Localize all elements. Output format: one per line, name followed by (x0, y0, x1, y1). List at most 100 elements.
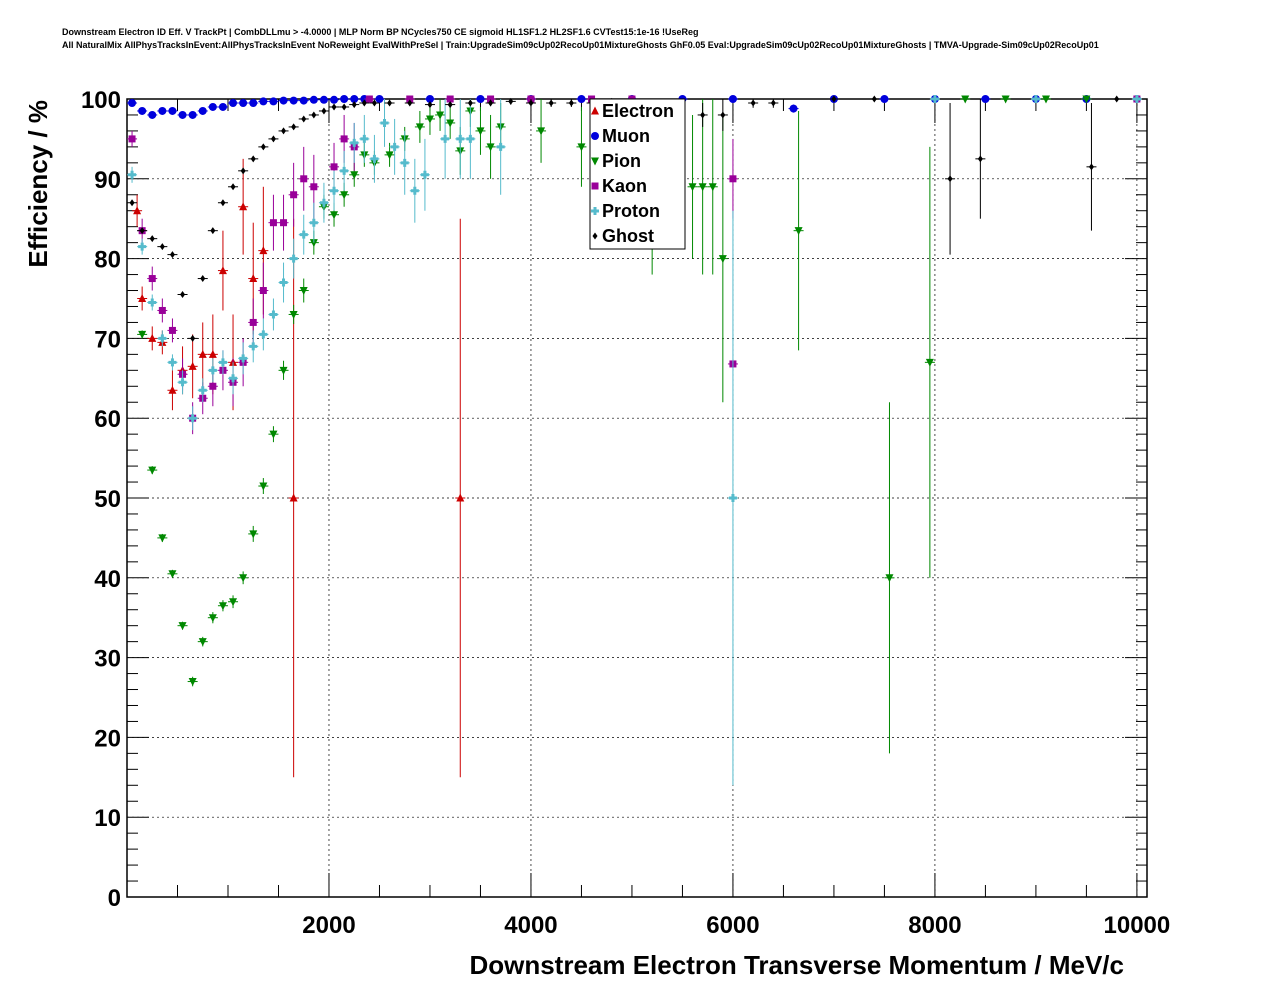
ghost-point (768, 99, 779, 108)
ghost-marker (180, 291, 186, 299)
ghost-marker (387, 99, 393, 107)
proton-point (308, 202, 319, 243)
kaon-marker (487, 95, 495, 103)
ghost-point (359, 99, 370, 107)
muon-marker (138, 106, 147, 115)
proton-point (1131, 95, 1142, 103)
ghost-point (404, 99, 415, 107)
proton-point (268, 298, 279, 331)
y-tick-label: 0 (108, 885, 121, 912)
x-tick-label: 2000 (302, 912, 355, 939)
ghost-point (238, 167, 249, 175)
ghost-marker (291, 123, 297, 131)
muon-point (308, 95, 319, 104)
kaon-marker (365, 95, 373, 103)
muon-point (278, 96, 289, 105)
electron-marker (259, 246, 268, 255)
electron-point (167, 370, 178, 411)
proton-marker (728, 494, 737, 502)
proton-marker (289, 254, 298, 263)
proton-marker (249, 342, 258, 351)
kaon-point (445, 95, 456, 103)
legend: Electron Muon Pion Kaon Proton Ghost (589, 98, 686, 250)
muon-marker (208, 102, 217, 111)
muon-marker (188, 110, 197, 119)
pion-point (298, 278, 309, 303)
x-tick-label: 10000 (1104, 912, 1171, 939)
proton-marker (1132, 95, 1141, 103)
proton-marker (456, 134, 465, 143)
x-tick-label: 6000 (706, 912, 759, 939)
pion-point (475, 106, 486, 155)
ghost-point (197, 275, 208, 283)
pion-marker (249, 530, 258, 539)
ghost-marker (190, 334, 196, 342)
proton-point (409, 158, 420, 223)
ghost-point (187, 334, 198, 342)
pion-point (238, 571, 249, 585)
grid (127, 99, 1147, 897)
axis-ticks: 0 10 20 30 40 50 60 70 80 90 100 2000 4000 6000 8000 10… (81, 87, 1170, 939)
proton-marker (380, 118, 389, 127)
proton-point (217, 350, 228, 375)
electron-point (455, 218, 466, 778)
electron-marker (138, 294, 147, 302)
muon-point (318, 95, 329, 104)
pion-marker (289, 310, 298, 319)
kaon-point (288, 162, 299, 227)
pion-marker (708, 183, 717, 192)
series-proton (127, 95, 1142, 786)
ghost-point (369, 99, 380, 107)
ghost-point (546, 99, 557, 107)
pion-marker (229, 598, 238, 607)
pion-point (717, 114, 728, 403)
pion-marker (436, 111, 445, 120)
muon-point (167, 106, 178, 115)
pion-marker (446, 119, 455, 128)
kaon-marker (280, 219, 288, 227)
kaon-marker (310, 183, 318, 191)
muon-point (980, 95, 991, 103)
kaon-point (727, 138, 738, 219)
kaon-point (298, 146, 309, 211)
ghost-point (566, 99, 577, 107)
ghost-marker (488, 99, 494, 107)
proton-marker (441, 134, 450, 143)
muon-point (475, 95, 486, 103)
muon-marker (299, 96, 308, 105)
pion-marker (330, 211, 339, 220)
pion-marker (537, 127, 546, 136)
muon-marker (425, 95, 434, 103)
ghost-point (1086, 102, 1097, 231)
muon-point (238, 98, 249, 107)
electron-point (238, 158, 249, 255)
ghost-point (228, 183, 239, 191)
pion-point (536, 99, 547, 163)
pion-marker (269, 430, 278, 439)
electron-marker (218, 266, 227, 275)
muon-marker (981, 95, 990, 103)
pion-marker (1082, 95, 1091, 104)
muon-marker (289, 96, 298, 105)
ghost-marker (281, 127, 287, 135)
kaon-marker (300, 175, 308, 183)
pion-point (576, 106, 587, 187)
pion-point (268, 426, 279, 443)
ghost-marker (200, 275, 206, 283)
muon-point (258, 97, 269, 106)
proton-marker (360, 134, 369, 143)
x-tick-label: 4000 (504, 912, 557, 939)
pion-point (147, 466, 158, 475)
kaon-marker (128, 135, 136, 143)
electron-legend-marker (591, 106, 599, 115)
proton-marker (279, 278, 288, 287)
muon-point (137, 106, 148, 115)
ghost-point (505, 97, 516, 105)
proton-point (127, 166, 138, 183)
proton-point (929, 95, 940, 103)
muon-marker (577, 95, 586, 103)
pion-marker (198, 638, 207, 647)
ghost-marker (528, 99, 534, 107)
ghost-marker (871, 95, 877, 103)
